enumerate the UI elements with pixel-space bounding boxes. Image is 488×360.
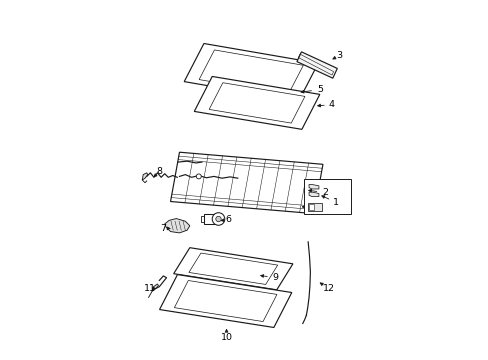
Polygon shape — [308, 192, 318, 197]
Polygon shape — [303, 179, 350, 213]
Bar — [307, 203, 322, 211]
Text: 9: 9 — [271, 273, 277, 282]
Text: 6: 6 — [225, 215, 231, 224]
Polygon shape — [159, 275, 291, 328]
Circle shape — [196, 174, 201, 179]
Polygon shape — [173, 248, 292, 290]
Text: 3: 3 — [336, 51, 342, 60]
Text: 5: 5 — [317, 85, 323, 94]
Text: 8: 8 — [156, 167, 162, 176]
Text: 12: 12 — [322, 284, 334, 293]
Text: 7: 7 — [160, 224, 165, 233]
Polygon shape — [164, 219, 189, 233]
Circle shape — [212, 213, 224, 225]
Polygon shape — [184, 44, 318, 101]
Circle shape — [215, 216, 221, 222]
Polygon shape — [170, 152, 322, 213]
Text: 10: 10 — [220, 333, 232, 342]
Text: 1: 1 — [333, 198, 339, 207]
Bar — [203, 214, 218, 224]
Text: 11: 11 — [143, 284, 155, 293]
Polygon shape — [142, 173, 147, 180]
Text: 2: 2 — [322, 188, 327, 197]
Text: 4: 4 — [328, 100, 334, 109]
Polygon shape — [194, 76, 319, 129]
Bar — [308, 204, 313, 211]
Polygon shape — [296, 52, 337, 78]
Polygon shape — [152, 284, 158, 291]
Polygon shape — [308, 184, 318, 189]
